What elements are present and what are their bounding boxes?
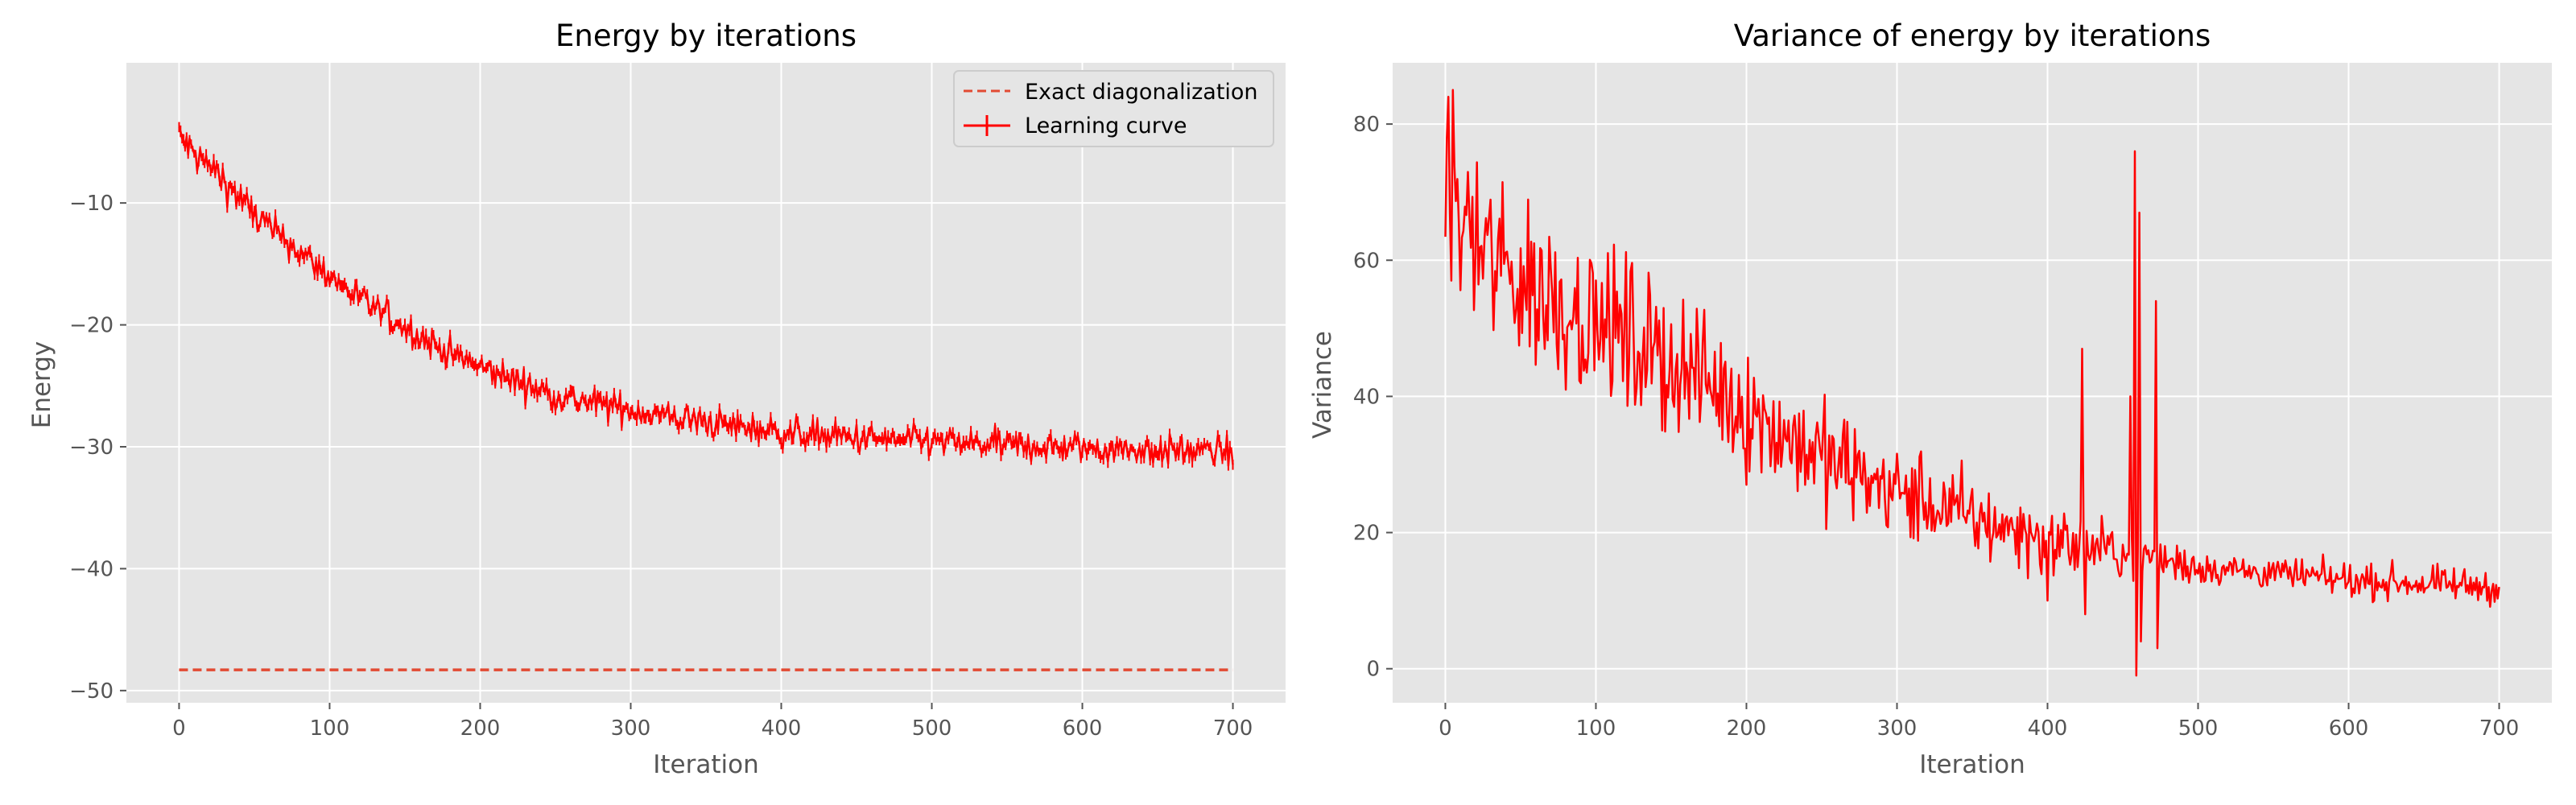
- legend-label-learning-curve: Learning curve: [1025, 114, 1187, 138]
- variance-y-ticks: 0 20 40 60 80: [1353, 113, 1393, 682]
- variance-plot-area: [1393, 63, 2552, 703]
- energy-legend: Exact diagonalization Learning curve: [953, 70, 1274, 147]
- energy-x-tick-label: 600: [1063, 716, 1103, 741]
- variance-y-tick-label: 20: [1353, 522, 1380, 546]
- variance-y-axis-label: Variance: [1308, 331, 1337, 439]
- learning-curve-line: [178, 126, 1234, 467]
- variance-x-tick-label: 0: [1439, 716, 1452, 741]
- energy-x-tick-label: 700: [1213, 716, 1253, 741]
- variance-chart-panel: Variance of energy by iterations 0 100 200…: [1308, 19, 2552, 779]
- variance-y-tick-label: 40: [1353, 385, 1380, 409]
- legend-marker-learning-curve: [964, 115, 1010, 136]
- energy-y-tick-label: −50: [69, 679, 114, 704]
- energy-learning-curve-series: [178, 122, 1234, 471]
- energy-x-tick-label: 300: [611, 716, 651, 741]
- variance-x-tick-label: 400: [2028, 716, 2068, 741]
- variance-x-ticks: 0 100 200 300 400 500 600 700: [1439, 703, 2519, 741]
- variance-x-tick-label: 100: [1576, 716, 1616, 741]
- variance-x-tick-label: 200: [1727, 716, 1767, 741]
- energy-y-axis-label: Energy: [27, 341, 56, 429]
- variance-x-tick-label: 300: [1877, 716, 1918, 741]
- energy-grid: [126, 63, 1286, 703]
- variance-y-tick-label: 0: [1366, 658, 1380, 682]
- legend-label-exact-diagonalization: Exact diagonalization: [1025, 80, 1258, 105]
- variance-y-tick-label: 80: [1353, 113, 1380, 137]
- energy-chart-title: Energy by iterations: [555, 19, 857, 53]
- variance-x-axis-label: Iteration: [1919, 750, 2025, 779]
- variance-series: [1444, 89, 2500, 677]
- variance-x-tick-label: 500: [2178, 716, 2219, 741]
- energy-plot-area: [126, 63, 1286, 703]
- variance-y-tick-label: 60: [1353, 249, 1380, 273]
- energy-y-tick-label: −20: [69, 314, 114, 338]
- energy-x-tick-label: 0: [172, 716, 186, 741]
- variance-line: [1444, 89, 2500, 677]
- energy-y-tick-label: −10: [69, 192, 114, 216]
- energy-chart-panel: Energy by iterations 0 100 200 300 400 500 600…: [27, 19, 1286, 779]
- variance-chart-title: Variance of energy by iterations: [1734, 19, 2211, 53]
- energy-y-ticks: −50 −40 −30 −20 −10: [69, 192, 126, 704]
- energy-x-tick-label: 100: [310, 716, 350, 741]
- variance-grid: [1393, 63, 2552, 703]
- energy-x-ticks: 0 100 200 300 400 500 600 700: [172, 703, 1253, 741]
- energy-x-tick-label: 400: [762, 716, 802, 741]
- energy-x-tick-label: 500: [912, 716, 952, 741]
- variance-x-tick-label: 600: [2329, 716, 2369, 741]
- legend-box: [953, 70, 1274, 147]
- energy-x-tick-label: 200: [460, 716, 501, 741]
- energy-y-tick-label: −40: [69, 557, 114, 581]
- energy-x-axis-label: Iteration: [653, 750, 759, 779]
- energy-y-tick-label: −30: [69, 436, 114, 460]
- variance-x-tick-label: 700: [2479, 716, 2520, 741]
